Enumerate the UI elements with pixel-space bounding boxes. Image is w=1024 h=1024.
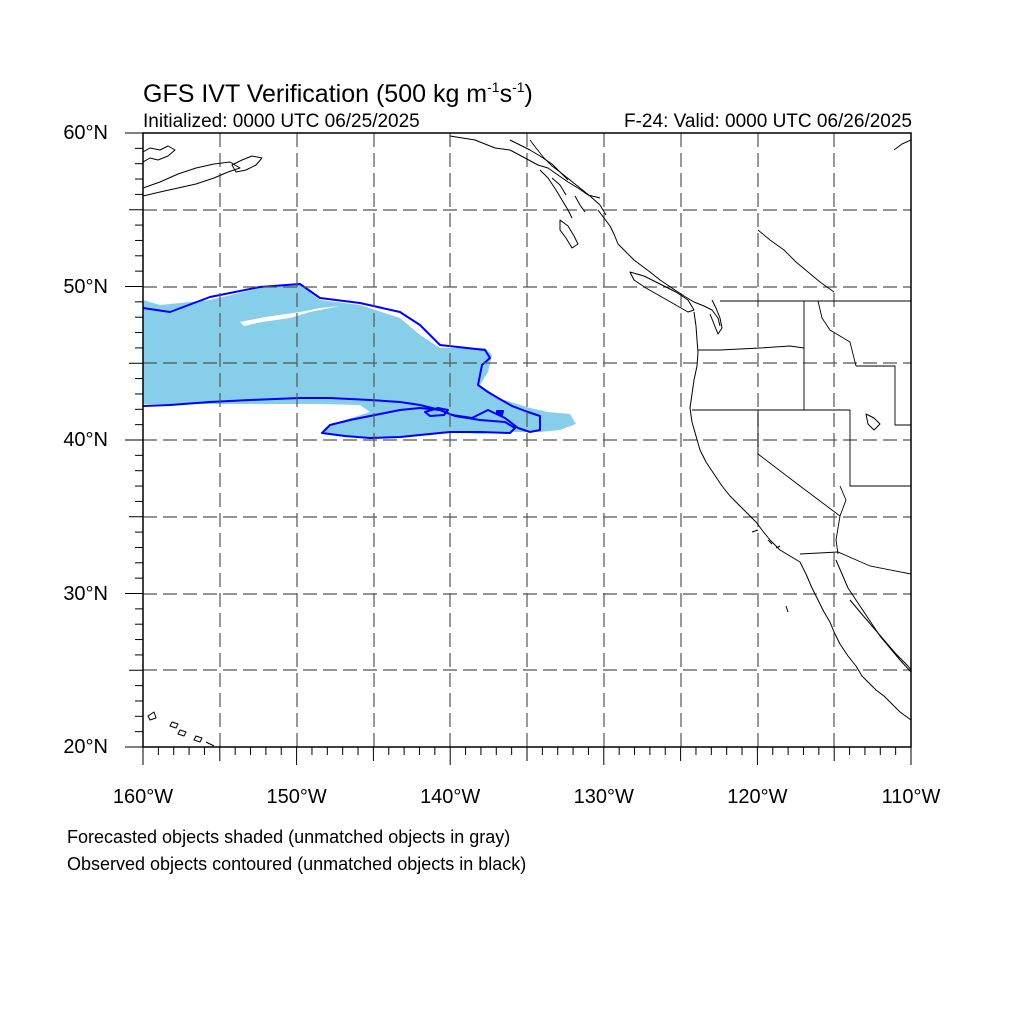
lon-label: 160°W: [112, 786, 174, 808]
observed-contour-dot: [496, 410, 504, 416]
bc-alberta-border: [757, 229, 835, 293]
observed-legend-note: Observed objects contoured (unmatched ob…: [67, 854, 527, 874]
great-salt-lake: [865, 413, 881, 431]
graticule: [143, 133, 911, 747]
panhandle-islands: [539, 169, 586, 219]
lon-label: 140°W: [420, 786, 481, 808]
mexico-mainland: [849, 599, 911, 671]
forecast-object-gap: [240, 306, 340, 326]
gulf-of-alaska-coast: [449, 135, 601, 199]
vancouver-island: [629, 271, 695, 313]
coastlines: [143, 135, 911, 747]
canada-alaska-border: [529, 139, 569, 181]
lon-label: 120°W: [727, 786, 788, 808]
forecast-legend-note: Forecasted objects shaded (unmatched obj…: [67, 827, 511, 847]
us-mexico-border: [799, 551, 911, 575]
lat-label: 40°N: [63, 429, 108, 451]
baja-gulf-coast: [835, 559, 911, 673]
kodiak-island: [231, 155, 263, 173]
alaska-coast-west: [143, 145, 176, 163]
axis-ticks: [125, 132, 912, 765]
bc-coast: [617, 243, 721, 327]
alaska-peninsula: [143, 161, 241, 197]
washington-oregon-border: [698, 345, 805, 351]
nevada-utah-border: [849, 410, 911, 487]
political-boundaries: [529, 139, 911, 575]
lon-label: 110°W: [881, 786, 941, 808]
valid-time-label: F-24: Valid: 0000 UTC 06/26/2025: [624, 111, 912, 132]
hawaii-islands: [147, 711, 215, 747]
map-frame: [125, 132, 912, 765]
guadalupe-island: [785, 605, 789, 613]
baja-california: [799, 561, 911, 721]
puget-sound: [709, 299, 723, 335]
observed-contour-blob: [424, 407, 449, 417]
bc-coast-north: [597, 209, 619, 245]
arizona-west-border: [835, 485, 847, 555]
observed-ivt-object: [142, 283, 541, 439]
forecast-ivt-object: [143, 285, 576, 438]
forecast-object-fill: [143, 285, 576, 438]
map-title: GFS IVT Verification (500 kg m-1s-1): [143, 79, 533, 108]
lat-label: 20°N: [63, 736, 108, 758]
us-west-coast: [689, 311, 801, 563]
alaska-panhandle: [509, 139, 607, 216]
observed-contour-main: [142, 283, 541, 433]
channel-islands: [751, 529, 781, 549]
lon-label: 130°W: [573, 786, 634, 808]
idaho-montana-border: [817, 300, 857, 367]
observed-contour-south: [321, 407, 516, 439]
init-time-label: Initialized: 0000 UTC 06/25/2025: [143, 111, 420, 132]
lat-label: 30°N: [63, 582, 108, 605]
hudson-bay-edge: [893, 139, 911, 151]
wyoming-border: [856, 365, 911, 426]
california-nevada-border: [757, 410, 841, 517]
lat-label: 50°N: [63, 275, 108, 298]
haida-gwaii: [559, 219, 579, 249]
lon-label: 150°W: [266, 786, 327, 808]
lat-label: 60°N: [63, 122, 108, 144]
